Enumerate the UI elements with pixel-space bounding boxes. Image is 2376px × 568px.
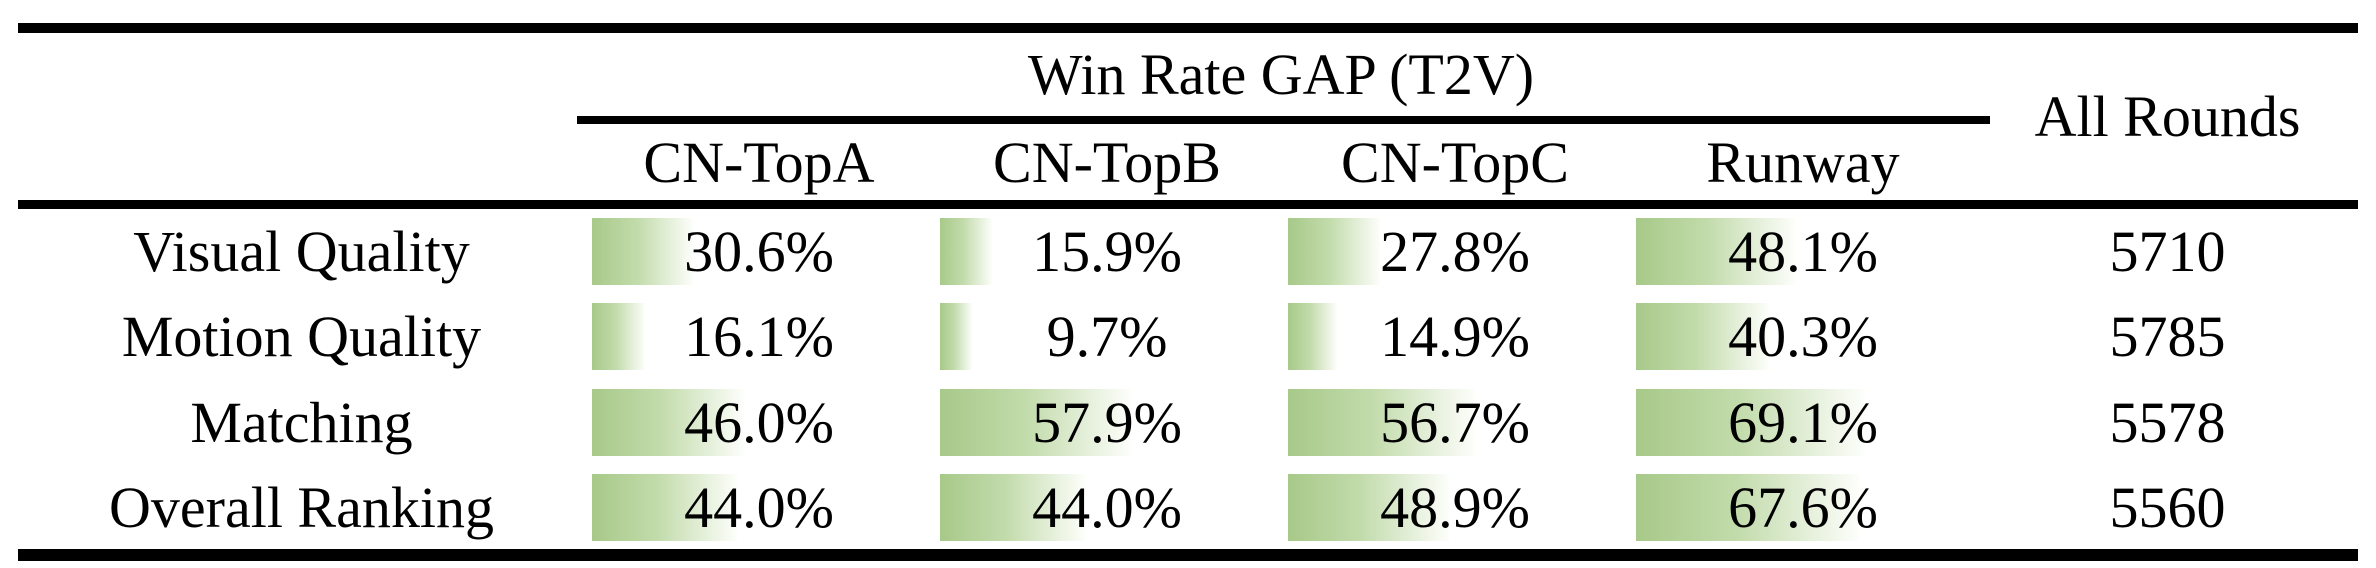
data-bar	[940, 218, 993, 285]
cell-value: 27.8%	[1380, 219, 1530, 284]
cell-matching-runway: 69.1%	[1629, 380, 1977, 465]
column-header-cn-topc: CN-TopC	[1341, 129, 1569, 195]
data-bar	[940, 474, 1086, 541]
all-rounds-header: All Rounds	[2034, 84, 2301, 149]
cell-motion-quality-cn-topc: 14.9%	[1281, 294, 1629, 379]
cell-value: 30.6%	[684, 219, 834, 284]
group-header: Win Rate GAP (T2V)	[1027, 42, 1535, 107]
row-label: Overall Ranking	[109, 475, 494, 540]
cell-motion-quality-cn-topb: 9.7%	[933, 294, 1281, 379]
cell-value: 44.0%	[684, 475, 834, 540]
data-bar	[1636, 474, 1860, 541]
cell-matching-cn-topb: 57.9%	[933, 380, 1281, 465]
data-bar	[1288, 303, 1338, 370]
data-bar	[940, 389, 1132, 456]
cell-visual-quality-cn-topc: 27.8%	[1281, 209, 1629, 294]
cell-value: 15.9%	[1032, 219, 1182, 284]
cell-overall-ranking-runway: 67.6%	[1629, 465, 1977, 550]
cell-value: 56.7%	[1380, 390, 1530, 455]
cell-motion-quality-all-rounds: 5785	[2109, 304, 2226, 369]
cell-value: 67.6%	[1728, 475, 1878, 540]
cell-value: 40.3%	[1728, 304, 1878, 369]
cell-overall-ranking-all-rounds: 5560	[2109, 475, 2226, 540]
cell-visual-quality-all-rounds: 5710	[2109, 219, 2226, 284]
table-row-overall-ranking: Overall Ranking 44.0% 44.0% 48.9% 67.6% …	[0, 465, 2376, 550]
row-label: Visual Quality	[133, 219, 470, 284]
data-bar	[592, 303, 646, 370]
cell-motion-quality-cn-topa: 16.1%	[585, 294, 933, 379]
table-row-matching: Matching 46.0% 57.9% 56.7% 69.1% 5578	[0, 380, 2376, 465]
cell-motion-quality-runway: 40.3%	[1629, 294, 1977, 379]
column-header-cn-topa: CN-TopA	[643, 129, 875, 195]
cell-overall-ranking-cn-topc: 48.9%	[1281, 465, 1629, 550]
cell-value: 16.1%	[684, 304, 834, 369]
data-bar	[940, 303, 972, 370]
cell-visual-quality-runway: 48.1%	[1629, 209, 1977, 294]
cell-value: 46.0%	[684, 390, 834, 455]
cell-visual-quality-cn-topb: 15.9%	[933, 209, 1281, 294]
column-header-cn-topb: CN-TopB	[993, 129, 1221, 195]
cell-value: 44.0%	[1032, 475, 1182, 540]
row-label: Motion Quality	[121, 304, 482, 369]
table-row-motion-quality: Motion Quality 16.1% 9.7% 14.9% 40.3% 57…	[0, 294, 2376, 379]
data-bar	[1288, 389, 1476, 456]
column-header-runway: Runway	[1706, 129, 1900, 195]
data-bar	[592, 474, 738, 541]
header-body-rule	[18, 200, 2358, 209]
cell-value: 14.9%	[1380, 304, 1530, 369]
data-bar	[592, 218, 693, 285]
data-bar	[592, 389, 744, 456]
data-bar	[1636, 218, 1795, 285]
cell-value: 9.7%	[1046, 304, 1168, 369]
cell-overall-ranking-cn-topb: 44.0%	[933, 465, 1281, 550]
bottom-rule	[18, 549, 2358, 561]
cell-overall-ranking-cn-topa: 44.0%	[585, 465, 933, 550]
top-rule	[18, 23, 2358, 33]
data-bar	[1636, 389, 1865, 456]
data-bar	[1288, 218, 1380, 285]
group-header-underline	[577, 116, 1990, 124]
cell-matching-cn-topc: 56.7%	[1281, 380, 1629, 465]
cell-value: 48.9%	[1380, 475, 1530, 540]
cell-value: 57.9%	[1032, 390, 1182, 455]
row-label: Matching	[190, 390, 413, 455]
cell-value: 69.1%	[1728, 390, 1878, 455]
cell-matching-all-rounds: 5578	[2109, 390, 2226, 455]
data-bar	[1288, 474, 1450, 541]
cell-visual-quality-cn-topa: 30.6%	[585, 209, 933, 294]
data-bar	[1636, 303, 1769, 370]
cell-matching-cn-topa: 46.0%	[585, 380, 933, 465]
cell-value: 48.1%	[1728, 219, 1878, 284]
table-row-visual-quality: Visual Quality 30.6% 15.9% 27.8% 48.1% 5…	[0, 209, 2376, 294]
